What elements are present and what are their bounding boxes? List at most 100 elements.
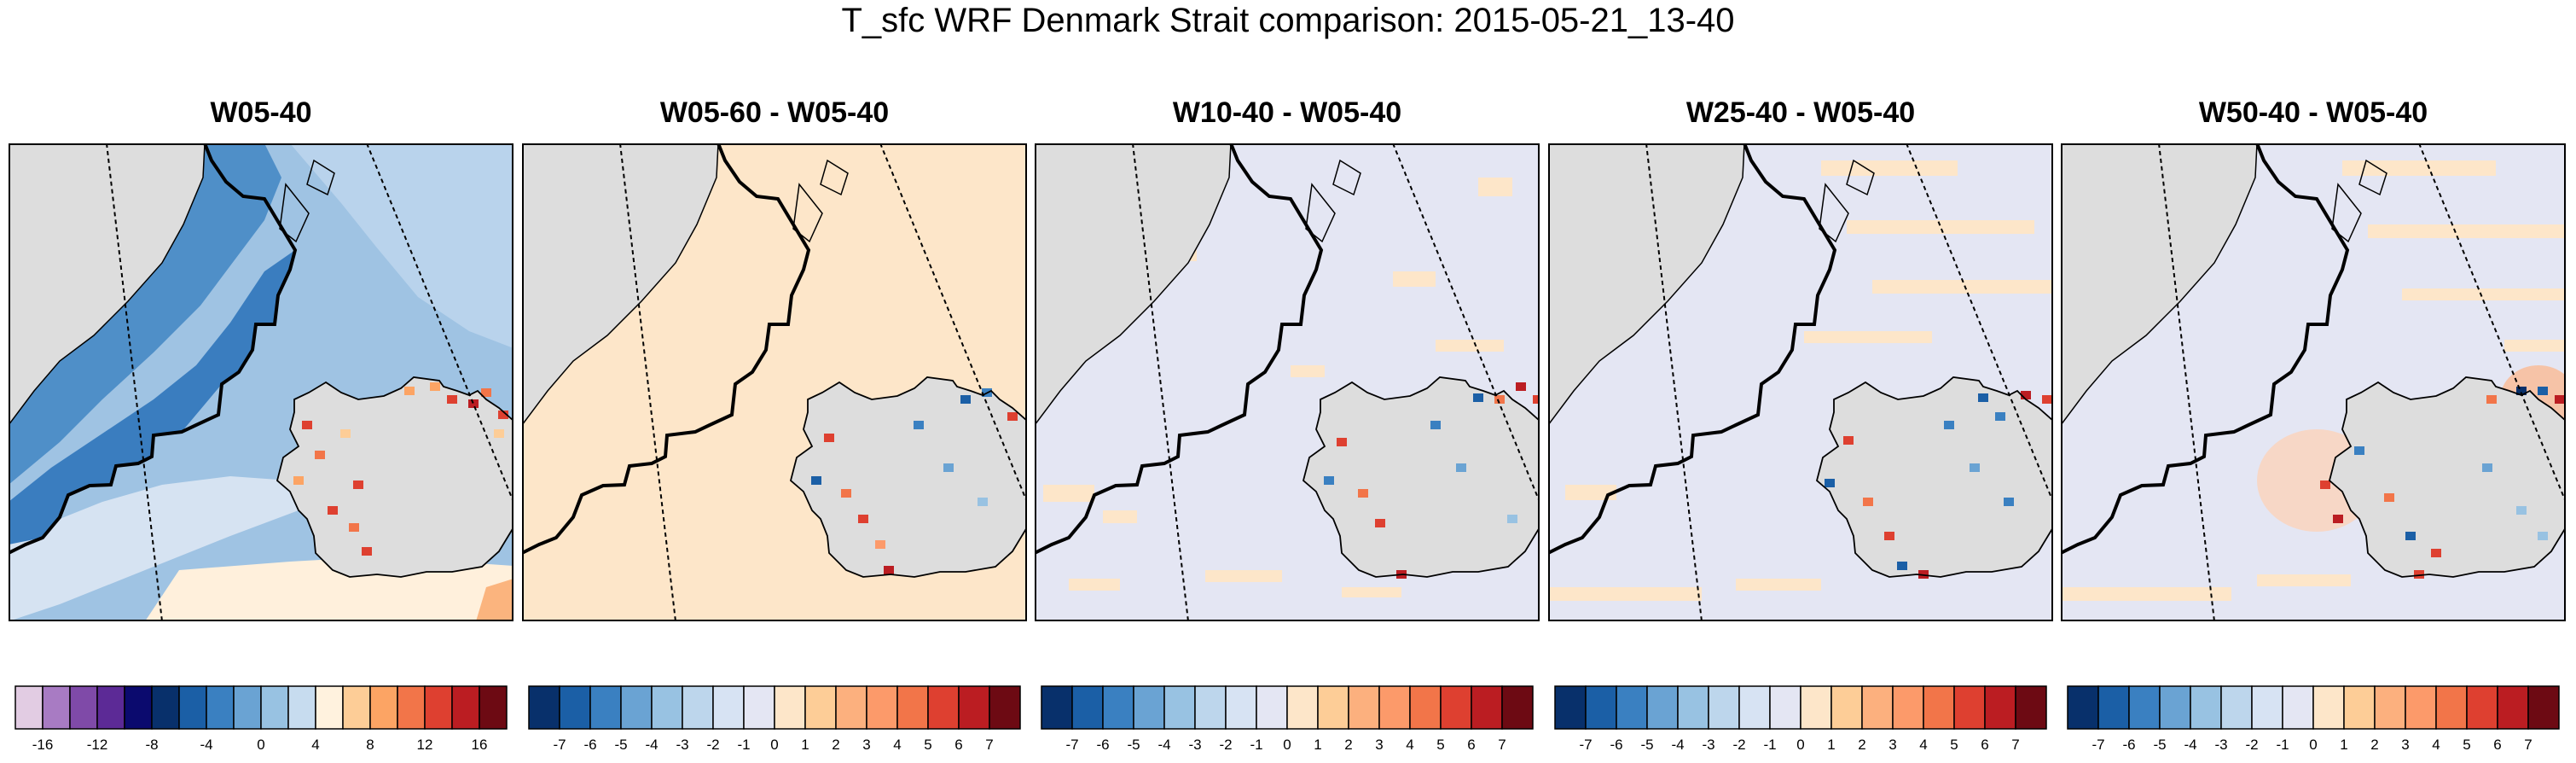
colorbar-tick-label: 6 [1981, 737, 1989, 753]
iceland-land [1817, 377, 2053, 577]
anomaly-spot [2320, 481, 2330, 489]
anomaly-spot [1970, 463, 1980, 472]
anomaly-spot [1007, 412, 1018, 421]
anomaly-spot [353, 481, 363, 489]
colorbar-swatch [1225, 685, 1257, 730]
colorbar-tick-label: 3 [1888, 737, 1897, 753]
colorbar-swatch [1800, 685, 1832, 730]
colorbar-swatch [2497, 685, 2529, 730]
map-panel-5 [2061, 143, 2566, 621]
colorbar-tick-label: 0 [770, 737, 779, 753]
colorbar-tick-label: 2 [1858, 737, 1866, 753]
colorbar-swatch [342, 685, 371, 730]
colorbar-labels-3: -7 -6 -5 -4 -3 -2 -1 0 1 2 3 4 5 6 7 [1041, 737, 1533, 759]
field-contour [1205, 570, 1282, 582]
anomaly-spot [978, 498, 988, 506]
colorbar-tick-label: 12 [416, 737, 433, 753]
colorbar-tick-label: 0 [1283, 737, 1291, 753]
dashed-meridian [366, 143, 513, 503]
colorbar-swatch [1677, 685, 1709, 730]
anomaly-spot [1825, 479, 1835, 487]
colorbar-labels-4: -7 -6 -5 -4 -3 -2 -1 0 1 2 3 4 5 6 7 [1555, 737, 2046, 759]
greenland-land [1035, 143, 1231, 425]
anomaly-spot [1507, 515, 1517, 523]
colorbar-tick-label: -6 [1610, 737, 1623, 753]
colorbar-tick-label: -6 [2122, 737, 2136, 753]
anomaly-spot [858, 515, 868, 523]
field-contour [1548, 587, 1702, 601]
colorbar-swatch [743, 685, 775, 730]
map-panel-1 [9, 143, 513, 621]
iceland-coastline [276, 376, 513, 578]
colorbar-swatch [315, 685, 344, 730]
colorbar-swatch [1708, 685, 1740, 730]
colorbar-swatch [559, 685, 591, 730]
colorbar-swatch [804, 685, 837, 730]
colorbar-swatch [1286, 685, 1319, 730]
anomaly-spot [328, 506, 338, 515]
colorbar-tick-label: -1 [1250, 737, 1263, 753]
colorbar-tick-label: 4 [2432, 737, 2440, 753]
domain-boundary [522, 143, 811, 555]
colorbar-swatch [96, 685, 125, 730]
anomaly-spot [811, 476, 821, 485]
field-contour [1478, 178, 1512, 196]
colorbar-tick-label: 6 [954, 737, 963, 753]
anomaly-spot [960, 395, 971, 404]
panel-title-2: W05-60 - W05-40 [659, 96, 890, 129]
field-contour [1103, 510, 1137, 523]
colorbar-swatch [866, 685, 898, 730]
anomaly-spot [1897, 562, 1907, 570]
colorbar-labels-2: -7 -6 -5 -4 -3 -2 -1 0 1 2 3 4 5 6 7 [529, 737, 1020, 759]
colorbar-tick-label: -5 [614, 737, 628, 753]
colorbar-tick-label: 6 [2493, 737, 2502, 753]
colorbar-swatch [424, 685, 453, 730]
colorbar-tick-label: -4 [1157, 737, 1171, 753]
colorbar-swatch [1738, 685, 1771, 730]
colorbar-swatch [620, 685, 653, 730]
anomaly-spot [2516, 506, 2527, 515]
colorbar-tick-label: -4 [1671, 737, 1685, 753]
anomaly-spot [498, 411, 508, 419]
anomaly-spot [1533, 395, 1540, 404]
dashed-meridian [1392, 143, 1540, 503]
anomaly-spot [2431, 549, 2441, 557]
anomaly-spot [430, 382, 440, 391]
colorbar-swatch [124, 685, 153, 730]
anomaly-spot [2354, 446, 2364, 455]
anomaly-spot [2538, 532, 2548, 540]
colorbar-swatch [1953, 685, 1986, 730]
colorbar-tick-label: 2 [1344, 737, 1353, 753]
panel-title-5: W50-40 - W05-40 [2198, 96, 2428, 129]
colorbar-tick-label: -2 [2245, 737, 2259, 753]
colorbar-tick-label: 5 [1950, 737, 1958, 753]
colorbar-swatch [1163, 685, 1196, 730]
anomaly-spot [362, 547, 372, 556]
colorbar-tick-label: 0 [2309, 737, 2318, 753]
greenland-land [522, 143, 718, 425]
colorbar-swatch [989, 685, 1021, 730]
field-contour [1565, 485, 1616, 500]
iceland-coastline [1302, 376, 1540, 578]
colorbar-tick-label: -16 [32, 737, 54, 753]
colorbar-swatch [589, 685, 622, 730]
dashed-meridian [2418, 143, 2566, 503]
colorbar-5 [2067, 685, 2560, 730]
colorbar-swatch [2527, 685, 2560, 730]
anomaly-spot [1978, 393, 1988, 402]
colorbar-tick-label: -3 [2214, 737, 2228, 753]
colorbar-tick-label: 16 [471, 737, 488, 753]
anomaly-spot [943, 463, 954, 472]
iceland-coastline [1815, 376, 2053, 578]
anomaly-spot [2516, 387, 2527, 395]
colorbar-swatch [2220, 685, 2253, 730]
dashed-meridian [879, 143, 1027, 503]
colorbar-swatch [774, 685, 806, 730]
colorbar-swatch [2190, 685, 2222, 730]
anomaly-spot [315, 451, 325, 459]
colorbar-tick-label: 1 [2340, 737, 2348, 753]
map-field-5 [2061, 143, 2566, 621]
greenland-land [1548, 143, 1744, 425]
colorbar-tick-label: -4 [200, 737, 213, 753]
map-field-1 [9, 143, 513, 621]
